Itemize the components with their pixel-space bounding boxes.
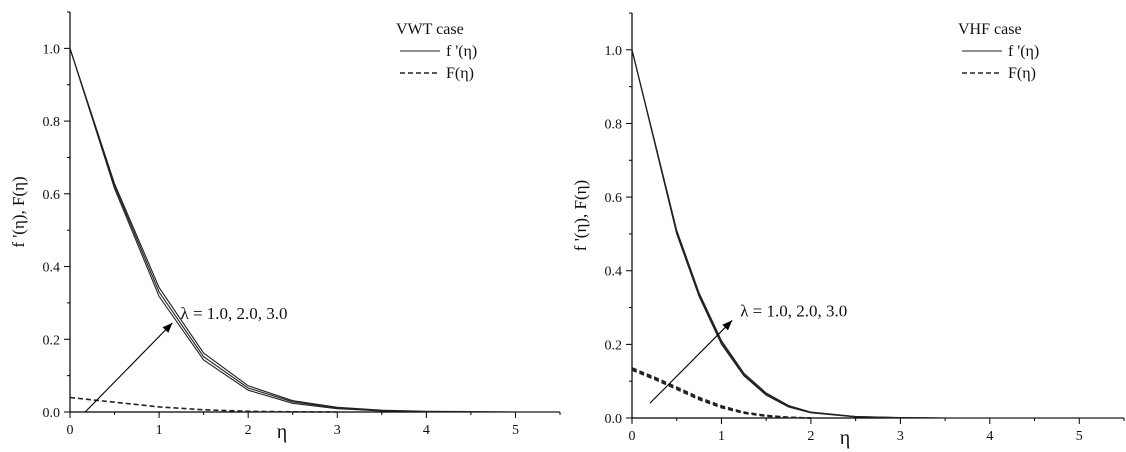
f-prime-curve (69, 48, 560, 413)
x-tick-label: 5 (1076, 429, 1083, 444)
x-tick-label: 4 (986, 429, 993, 444)
f-prime-curve (631, 49, 1124, 419)
y-tick-label: 0.8 (43, 115, 61, 130)
x-axis-label: η (277, 421, 287, 443)
x-tick-label: 1 (718, 429, 725, 444)
y-tick-label: 1.0 (605, 44, 623, 59)
legend-label: F(η) (446, 65, 474, 82)
f-prime-curve (631, 49, 1124, 419)
y-tick-label: 0.4 (605, 265, 623, 280)
legend-label: f '(η) (1008, 43, 1039, 60)
legend-title: VWT case (396, 21, 464, 38)
y-tick-label: 0.6 (605, 191, 623, 206)
x-tick-label: 0 (67, 423, 74, 438)
y-axis-label: f '(η), F(η) (9, 176, 28, 247)
y-tick-label: 0.6 (43, 188, 61, 203)
y-tick-label: 0.2 (605, 338, 623, 353)
chart-panel-1: 0 1 2 3 4 5 0.0 0.2 0.4 0.6 0.8 1.0 η f '(η), F(η) λ =… (9, 11, 561, 443)
annotation-arrow (84, 322, 173, 413)
legend-title: VHF case (958, 21, 1022, 38)
annotation-label: λ = 1.0, 2.0, 3.0 (180, 304, 287, 323)
f-prime-curve (69, 48, 560, 413)
x-tick-label: 3 (897, 429, 904, 444)
F-eta-curve (69, 396, 338, 413)
y-tick-label: 1.0 (43, 42, 61, 57)
x-tick-label: 1 (156, 423, 163, 438)
x-tick-label: 2 (245, 423, 252, 438)
annotation-arrowhead (722, 320, 733, 331)
x-axis-label: η (840, 427, 850, 449)
y-tick-label: 0.2 (43, 333, 61, 348)
legend-label: f '(η) (446, 43, 477, 60)
annotation-arrowhead (162, 322, 173, 333)
F-eta-curve (631, 367, 811, 419)
annotation-label: λ = 1.0, 2.0, 3.0 (740, 301, 847, 320)
x-tick-label: 2 (807, 429, 814, 444)
y-axis-label: f '(η), F(η) (571, 180, 590, 251)
chart-panel-2: 0 1 2 3 4 5 0.0 0.2 0.4 0.6 0.8 1.0 η f '(η), F(η) λ =… (571, 12, 1125, 449)
annotation-arrow (649, 320, 733, 404)
y-tick-label: 0.0 (605, 412, 623, 427)
f-prime-curve (69, 48, 560, 413)
x-tick-label: 3 (334, 423, 341, 438)
x-tick-label: 5 (512, 423, 519, 438)
F-eta-curve (631, 368, 811, 419)
y-tick-label: 0.0 (43, 406, 61, 421)
f-prime-curve (631, 49, 1124, 419)
x-tick-label: 4 (423, 423, 430, 438)
x-tick-label: 0 (629, 429, 636, 444)
y-tick-label: 0.4 (43, 261, 61, 276)
legend-label: F(η) (1008, 65, 1036, 82)
y-tick-label: 0.8 (605, 117, 623, 132)
